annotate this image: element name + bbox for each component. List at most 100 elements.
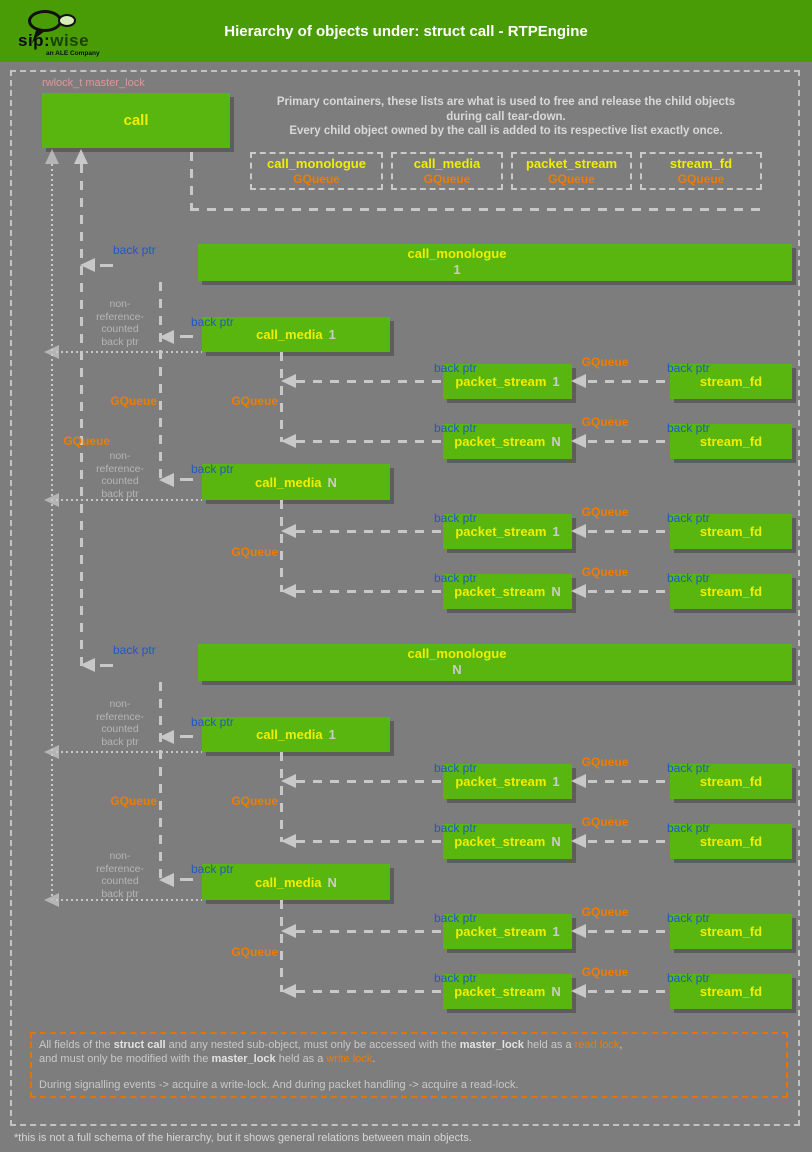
gqueue-label: GQueue: [231, 794, 278, 808]
gqueue-label: GQueue: [581, 505, 629, 519]
packet-stream-1-box: packet_stream 1: [443, 364, 572, 399]
logo-tagline: an ALE Company: [46, 50, 100, 57]
call-monologue-1-box: call_monologue 1: [198, 244, 792, 281]
left-arrow-icon: [571, 524, 586, 538]
backptr-line: [296, 590, 443, 593]
backptr-line: [588, 590, 670, 593]
back-ptr-label: back ptr: [434, 911, 477, 925]
nonref-backptr-line: [51, 164, 53, 900]
container-stream-fd: stream_fd GQueue: [640, 152, 762, 190]
back-ptr-label: back ptr: [667, 821, 710, 835]
backptr-line: [296, 380, 443, 383]
left-arrow-icon: [281, 434, 296, 448]
left-arrow-icon: [281, 774, 296, 788]
call-media-n-box: call_media N: [202, 464, 390, 500]
master-lock-label: rwlock_t master_lock: [42, 77, 145, 89]
back-ptr-label: back ptr: [667, 971, 710, 985]
left-arrow-icon: [159, 730, 174, 744]
monologue-media-queue-line: [159, 682, 162, 878]
call-lists-line: [190, 208, 760, 211]
monologue-backptr-line: [80, 164, 83, 666]
diagram-border: [10, 70, 800, 1126]
gqueue-label: GQueue: [63, 434, 110, 448]
nonref-backptr-note: non- reference- counted back ptr: [96, 450, 144, 500]
backptr-line: [588, 440, 670, 443]
left-arrow-icon: [159, 330, 174, 344]
backptr-line: [588, 780, 670, 783]
packet-stream-n-box: packet_stream N: [443, 974, 572, 1009]
left-arrow-icon: [159, 873, 174, 887]
back-ptr-label: back ptr: [667, 361, 710, 375]
call-box: call: [42, 93, 230, 148]
packet-stream-n-box: packet_stream N: [443, 424, 572, 459]
backptr-line: [588, 990, 670, 993]
container-call-media: call_media GQueue: [391, 152, 503, 190]
gqueue-label: GQueue: [581, 905, 629, 919]
back-ptr-label: back ptr: [434, 511, 477, 525]
media-stream-queue-line: [280, 900, 283, 992]
gqueue-label: GQueue: [581, 565, 629, 579]
back-ptr-label: back ptr: [667, 511, 710, 525]
arrow-dash: [180, 735, 193, 738]
left-arrow-icon: [281, 924, 296, 938]
intro-text: Primary containers, these lists are what…: [276, 96, 736, 137]
packet-stream-1-box: packet_stream 1: [443, 914, 572, 949]
container-call-monologue: call_monologue GQueue: [250, 152, 383, 190]
back-ptr-label: back ptr: [191, 462, 234, 476]
sipwise-logo: sip:wise an ALE Company: [10, 4, 110, 60]
back-ptr-label: back ptr: [434, 361, 477, 375]
arrow-dash: [100, 664, 113, 667]
back-ptr-label: back ptr: [191, 315, 234, 329]
left-arrow-icon: [44, 345, 59, 359]
left-arrow-icon: [571, 374, 586, 388]
back-ptr-label: back ptr: [667, 421, 710, 435]
nonref-backptr-line: [56, 499, 202, 501]
backptr-line: [588, 380, 670, 383]
left-arrow-icon: [571, 434, 586, 448]
left-arrow-icon: [571, 984, 586, 998]
arrow-dash: [100, 264, 113, 267]
gqueue-label: GQueue: [581, 755, 629, 769]
back-ptr-label: back ptr: [434, 761, 477, 775]
left-arrow-icon: [44, 745, 59, 759]
stream-fd-box: stream_fd: [670, 974, 792, 1009]
stream-fd-box: stream_fd: [670, 914, 792, 949]
left-arrow-icon: [281, 984, 296, 998]
left-arrow-icon: [571, 584, 586, 598]
nonref-backptr-line: [56, 899, 202, 901]
up-arrow-icon: [45, 149, 59, 164]
backptr-line: [588, 930, 670, 933]
gqueue-label: GQueue: [110, 394, 157, 408]
header-bar: sip:wise an ALE Company Hierarchy of obj…: [0, 0, 812, 62]
packet-stream-n-box: packet_stream N: [443, 574, 572, 609]
back-ptr-label: back ptr: [113, 243, 156, 257]
gqueue-label: GQueue: [110, 794, 157, 808]
gqueue-label: GQueue: [231, 945, 278, 959]
gqueue-label: GQueue: [581, 965, 629, 979]
media-stream-queue-line: [280, 352, 283, 442]
stream-fd-box: stream_fd: [670, 424, 792, 459]
stream-fd-box: stream_fd: [670, 574, 792, 609]
back-ptr-label: back ptr: [667, 911, 710, 925]
stream-fd-box: stream_fd: [670, 764, 792, 799]
gqueue-label: GQueue: [581, 355, 629, 369]
media-stream-queue-line: [280, 752, 283, 842]
back-ptr-label: back ptr: [191, 862, 234, 876]
back-ptr-label: back ptr: [434, 571, 477, 585]
locking-note-line1: All fields of the struct call and any ne…: [39, 1039, 623, 1051]
backptr-line: [296, 990, 443, 993]
back-ptr-label: back ptr: [434, 971, 477, 985]
backptr-line: [296, 440, 443, 443]
backptr-line: [296, 930, 443, 933]
arrow-dash: [180, 878, 193, 881]
footnote: *this is not a full schema of the hierar…: [14, 1132, 472, 1144]
packet-stream-1-box: packet_stream 1: [443, 764, 572, 799]
left-arrow-icon: [281, 524, 296, 538]
call-media-1-box: call_media 1: [202, 317, 390, 352]
left-arrow-icon: [571, 774, 586, 788]
locking-note-line3: During signalling events -> acquire a wr…: [39, 1079, 519, 1091]
logo-wordmark: sip:wise: [18, 31, 90, 50]
speech-bubble-small-icon: [58, 14, 76, 27]
call-media-1-box: call_media 1: [202, 717, 390, 752]
